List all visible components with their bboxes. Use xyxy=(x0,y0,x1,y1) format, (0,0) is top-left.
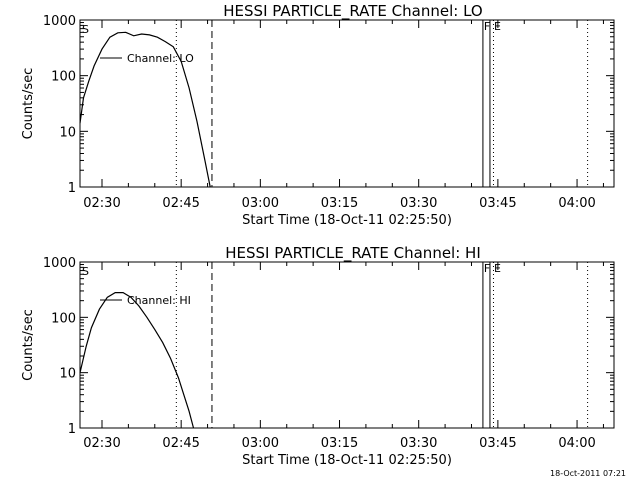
chart-panel-1: HESSI PARTICLE_RATE Channel: LO 1 10 100 100… xyxy=(21,2,615,228)
y-tick-label: 100 xyxy=(51,311,76,326)
chart-title: HESSI PARTICLE_RATE Channel: LO xyxy=(223,2,482,21)
y-tick-label: 10 xyxy=(59,125,76,140)
x-tick-label: 02:45 xyxy=(162,196,199,211)
x-tick-label: 03:00 xyxy=(242,196,279,211)
x-tick-label: 03:30 xyxy=(400,196,437,211)
y-tick-label: 1000 xyxy=(43,256,76,271)
chart-title: HESSI PARTICLE_RATE Channel: HI xyxy=(225,244,481,263)
y-axis-label: Counts/sec xyxy=(21,309,36,381)
series-line xyxy=(79,31,211,188)
y-axis-label: Counts/sec xyxy=(21,68,36,140)
marker-s: S xyxy=(82,265,89,278)
y-tick-label: 1 xyxy=(68,181,76,196)
x-tick-label: 03:45 xyxy=(479,196,516,211)
x-tick-label: 02:30 xyxy=(83,436,120,451)
x-tick-label: 03:15 xyxy=(321,196,358,211)
legend-label: Channel: HI xyxy=(127,294,191,307)
footer-timestamp: 18-Oct-2011 07:21 xyxy=(550,469,626,478)
x-axis-label: Start Time (18-Oct-11 02:25:50) xyxy=(242,213,452,228)
legend-label: Channel: LO xyxy=(127,52,194,65)
marker-s: S xyxy=(82,23,89,36)
x-axis-label: Start Time (18-Oct-11 02:25:50) xyxy=(242,453,452,468)
y-tick-label: 10 xyxy=(59,367,76,382)
marker-e: E xyxy=(494,262,501,275)
chart-panels: HESSI PARTICLE_RATE Channel: LO110100100… xyxy=(21,2,615,468)
x-tick-label: 04:00 xyxy=(558,196,595,211)
marker-f: F xyxy=(484,262,490,275)
series-line xyxy=(79,292,195,429)
marker-f: F xyxy=(484,20,490,33)
x-tick-label: 03:15 xyxy=(321,436,358,451)
chart-panel-2: HESSI PARTICLE_RATE Channel: HI 1 10 100 100… xyxy=(21,244,615,468)
x-tick-label: 02:45 xyxy=(162,436,199,451)
x-tick-label: 02:30 xyxy=(83,196,120,211)
marker-e: E xyxy=(494,20,501,33)
y-tick-label: 1000 xyxy=(43,14,76,29)
plot-frame xyxy=(79,19,615,188)
x-tick-label: 04:00 xyxy=(558,436,595,451)
x-tick-label: 03:00 xyxy=(242,436,279,451)
x-tick-label: 03:30 xyxy=(400,436,437,451)
y-tick-label: 100 xyxy=(51,70,76,85)
plot-frame xyxy=(79,261,615,429)
y-tick-label: 1 xyxy=(68,422,76,437)
x-tick-label: 03:45 xyxy=(479,436,516,451)
